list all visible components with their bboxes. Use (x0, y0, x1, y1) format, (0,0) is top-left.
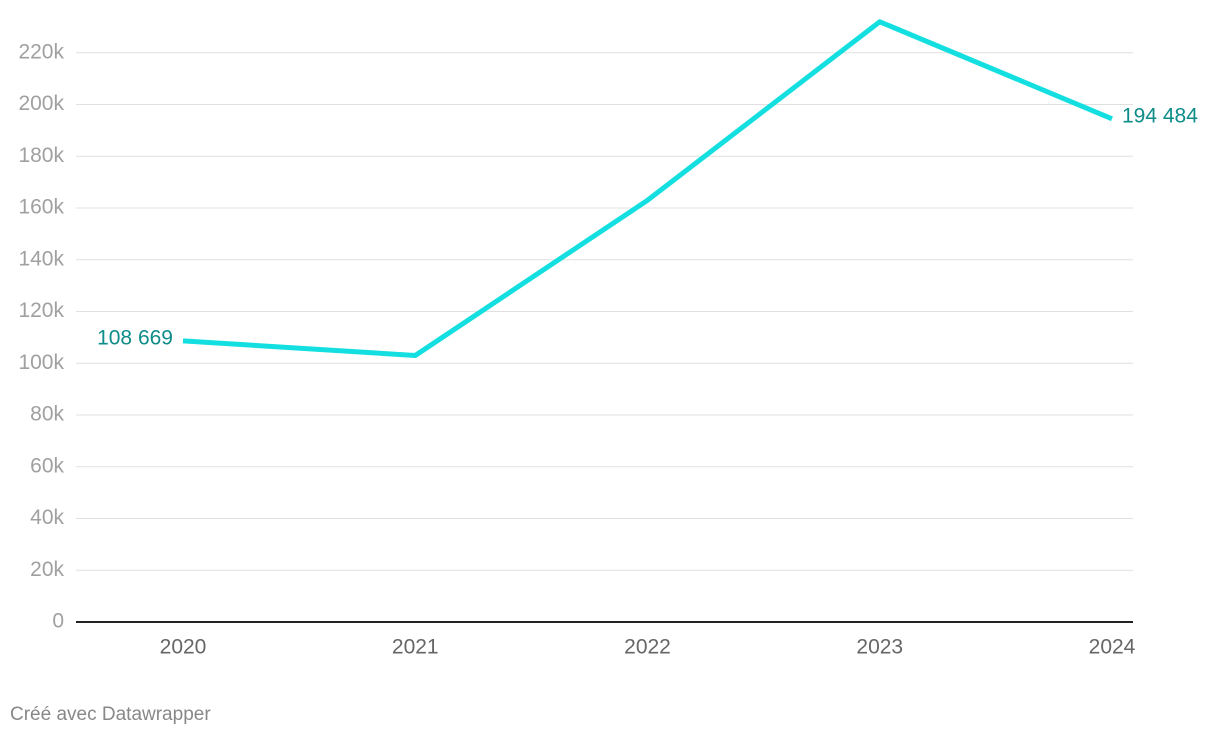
footer: Créé avec Datawrapper (10, 704, 211, 725)
x-tick-label: 2024 (1089, 636, 1136, 659)
y-tick-label: 0 (52, 610, 64, 633)
x-tick-label: 2023 (856, 636, 903, 659)
y-tick-label: 160k (18, 196, 64, 219)
y-tick-label: 100k (18, 351, 64, 374)
y-tick-label: 20k (30, 558, 64, 581)
x-tick-label: 2020 (160, 636, 207, 659)
x-tick-label: 2022 (624, 636, 671, 659)
y-tick-label: 80k (30, 403, 64, 426)
y-tick-label: 140k (18, 247, 64, 270)
y-tick-label: 120k (18, 299, 64, 322)
value-label: 108 669 (97, 326, 173, 349)
y-tick-label: 220k (18, 40, 64, 63)
y-tick-label: 180k (18, 144, 64, 167)
value-label: 194 484 (1122, 104, 1198, 127)
y-tick-label: 200k (18, 92, 64, 115)
y-tick-label: 60k (30, 454, 64, 477)
x-tick-label: 2021 (392, 636, 439, 659)
line (182, 19, 1113, 359)
y-tick-label: 40k (30, 506, 64, 529)
